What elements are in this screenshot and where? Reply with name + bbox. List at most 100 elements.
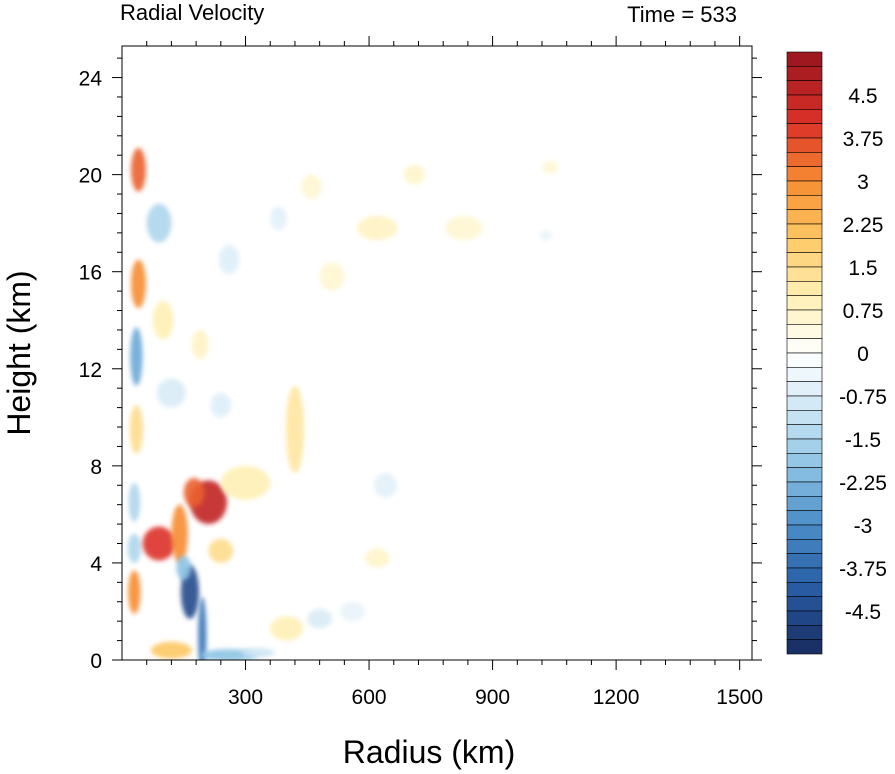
colorbar-box bbox=[786, 567, 823, 583]
y-tick-label: 8 bbox=[90, 456, 102, 479]
colorbar-box bbox=[786, 195, 823, 210]
colorbar-box bbox=[786, 582, 823, 597]
y-tick-label: 24 bbox=[79, 68, 103, 91]
colorbar-label: 0.75 bbox=[843, 300, 884, 323]
colorbar-box bbox=[786, 367, 823, 382]
colorbar-box bbox=[786, 395, 823, 411]
velocity-feature bbox=[270, 616, 304, 641]
colorbar-box bbox=[786, 553, 823, 569]
colorbar-labels: 4.5 3.75 3 2.25 1.5 0.75 0 -0.75 -1.5 -2.25 -3 -3.7… bbox=[839, 85, 887, 624]
colorbar-label: -4.5 bbox=[845, 601, 881, 624]
velocity-feature bbox=[128, 570, 141, 614]
colorbar-label: -3.75 bbox=[839, 558, 887, 581]
colorbar-box bbox=[786, 295, 823, 311]
colorbar-label: 4.5 bbox=[848, 85, 877, 108]
colorbar-box bbox=[786, 596, 823, 612]
colorbar-box bbox=[786, 209, 823, 225]
y-tick-label: 4 bbox=[90, 553, 102, 576]
colorbar-box bbox=[786, 123, 823, 139]
colorbar-label: 1.5 bbox=[848, 257, 877, 280]
x-tick-label: 300 bbox=[228, 686, 263, 709]
colorbar-box bbox=[786, 80, 823, 96]
colorbar-box bbox=[786, 510, 823, 526]
colorbar-box bbox=[786, 625, 823, 640]
colorbar-label: -2.25 bbox=[839, 472, 887, 495]
colorbar-box bbox=[786, 410, 823, 425]
axis-ticks bbox=[112, 36, 762, 670]
colorbar-label: 0 bbox=[857, 343, 869, 366]
colorbar-box bbox=[786, 352, 823, 368]
colorbar-box bbox=[786, 238, 823, 253]
colorbar-box bbox=[786, 381, 823, 397]
velocity-feature bbox=[539, 230, 553, 241]
colorbar-box bbox=[786, 324, 823, 339]
colorbar-box bbox=[786, 309, 823, 325]
velocity-feature bbox=[192, 329, 209, 360]
velocity-feature bbox=[220, 465, 271, 500]
velocity-feature bbox=[356, 215, 398, 241]
velocity-feature bbox=[340, 601, 365, 622]
colorbar-label: -1.5 bbox=[845, 429, 881, 452]
velocity-feature bbox=[445, 215, 483, 241]
colorbar-box bbox=[786, 539, 823, 554]
velocity-feature bbox=[210, 393, 232, 418]
plot-frame bbox=[121, 45, 753, 661]
colorbar-box bbox=[786, 424, 823, 440]
colorbar-box bbox=[786, 338, 823, 354]
colorbar-box bbox=[786, 453, 823, 468]
colorbar-box bbox=[786, 496, 823, 511]
colorbar-box bbox=[786, 467, 823, 483]
colorbar-box bbox=[786, 51, 823, 67]
velocity-feature bbox=[157, 378, 186, 408]
colorbar-box bbox=[786, 481, 823, 497]
x-tick-label: 600 bbox=[352, 686, 387, 709]
velocity-feature bbox=[307, 609, 332, 629]
velocity-feature bbox=[218, 245, 240, 275]
x-tick-label: 1200 bbox=[593, 686, 640, 709]
colorbar-label: -3 bbox=[854, 515, 873, 538]
colorbar-label: 3.75 bbox=[843, 128, 884, 151]
velocity-feature bbox=[146, 203, 172, 243]
colorbar-box bbox=[786, 66, 823, 81]
colorbar-box bbox=[786, 166, 823, 182]
velocity-feature bbox=[131, 147, 146, 192]
velocity-feature bbox=[301, 174, 322, 199]
colorbar-label: 3 bbox=[857, 171, 869, 194]
colorbar-label: 2.25 bbox=[843, 214, 884, 237]
velocity-feature bbox=[319, 261, 345, 292]
x-tick-label: 900 bbox=[475, 686, 510, 709]
velocity-field bbox=[127, 147, 559, 660]
velocity-feature bbox=[150, 641, 192, 659]
velocity-feature bbox=[130, 327, 143, 386]
velocity-feature bbox=[171, 504, 188, 563]
velocity-feature bbox=[128, 482, 141, 522]
velocity-feature bbox=[208, 538, 234, 563]
colorbar-box bbox=[786, 180, 823, 196]
y-tick-label: 0 bbox=[90, 650, 102, 673]
velocity-feature bbox=[285, 385, 304, 474]
colorbar-box bbox=[786, 137, 823, 153]
colorbar-box bbox=[786, 266, 823, 282]
y-tick-label: 12 bbox=[79, 359, 102, 382]
colorbar-box bbox=[786, 252, 823, 268]
velocity-feature bbox=[364, 548, 390, 568]
x-tick-labels: 300 600 900 1200 1500 bbox=[228, 686, 763, 709]
velocity-feature bbox=[131, 259, 146, 309]
y-tick-labels: 0 4 8 12 16 20 24 bbox=[79, 68, 103, 673]
velocity-feature bbox=[183, 477, 205, 508]
velocity-feature bbox=[129, 405, 143, 454]
velocity-feature bbox=[198, 596, 207, 660]
colorbar-box bbox=[786, 94, 823, 110]
colorbar-box bbox=[786, 438, 823, 454]
velocity-feature bbox=[542, 161, 559, 174]
colorbar-box bbox=[786, 281, 823, 296]
y-tick-label: 16 bbox=[79, 262, 102, 285]
colorbar-box bbox=[786, 610, 823, 626]
velocity-feature bbox=[404, 164, 425, 185]
colorbar-box bbox=[786, 524, 823, 540]
velocity-feature bbox=[176, 555, 192, 580]
colorbar-box bbox=[786, 223, 823, 239]
x-tick-label: 1500 bbox=[716, 686, 763, 709]
velocity-feature bbox=[270, 206, 287, 231]
